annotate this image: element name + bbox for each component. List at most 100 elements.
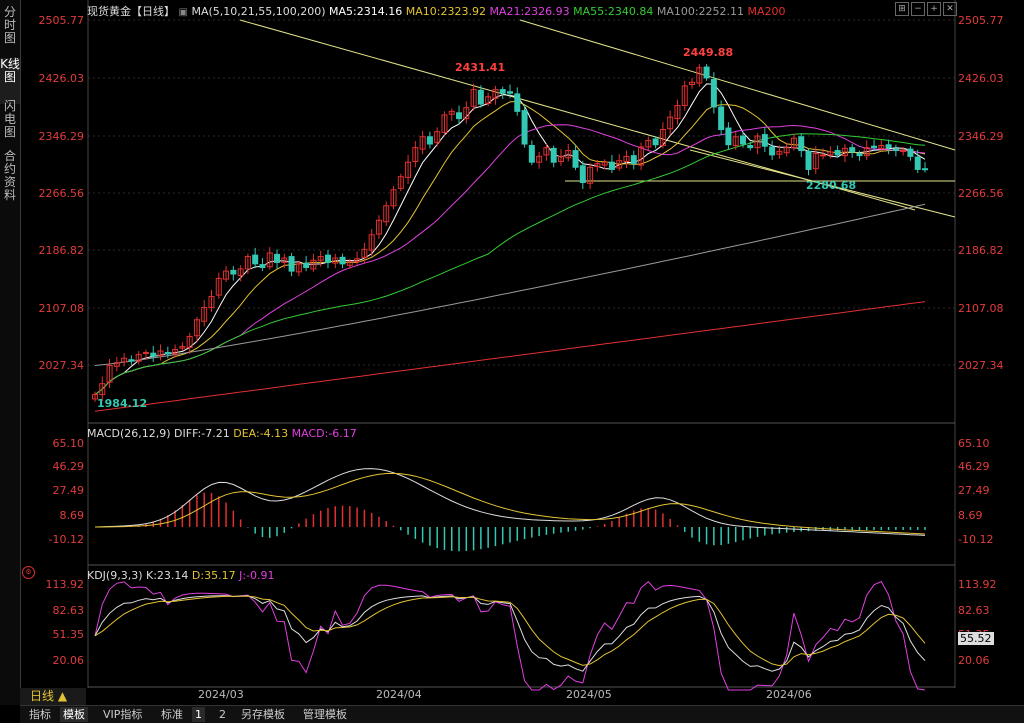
candle-body	[900, 150, 907, 153]
high-label-1: 2431.41	[455, 61, 506, 74]
tab-timeshare[interactable]: 分时图	[3, 5, 16, 45]
candle-body	[128, 359, 135, 362]
candle-body	[878, 144, 885, 149]
price-tick-r-3: 2266.56	[958, 187, 1004, 200]
tab-contract-info[interactable]: 合约资料	[3, 149, 16, 202]
candle-body	[317, 256, 324, 261]
candle-body	[630, 155, 637, 165]
candle-body	[761, 134, 768, 147]
kdj-tick-l-1: 82.63	[52, 604, 85, 617]
kdj-settings-icon[interactable]: ⚙	[22, 566, 35, 579]
ma-params: MA(5,10,21,55,100,200)	[191, 5, 326, 18]
price-tick-r-2: 2346.29	[958, 130, 1004, 143]
kdj-d: D:35.17	[191, 569, 236, 582]
tab-vip-indicators[interactable]: VIP指标	[103, 708, 143, 721]
candle-body	[215, 277, 222, 296]
candle-body	[135, 354, 142, 362]
candle-body	[747, 144, 754, 149]
candle-body	[383, 205, 390, 223]
tab-kline[interactable]: K线图	[0, 58, 20, 104]
candle-body	[579, 165, 586, 184]
candle-body	[638, 146, 645, 166]
macd-tick-l-0: 65.10	[52, 437, 85, 450]
candle-body	[113, 362, 120, 367]
candle-body	[230, 269, 237, 275]
candle-body	[710, 78, 717, 108]
candle-body	[645, 139, 652, 148]
candle-body	[164, 351, 171, 355]
kdj-marker: 55.52	[958, 632, 994, 645]
candle-body	[572, 150, 579, 168]
candle-body	[477, 89, 484, 105]
bottom-toolbar: 指标 模板 VIP指标 标准 1 2 另存模板 管理模板	[20, 705, 1024, 723]
toolbar-icon-4[interactable]: ✕	[943, 2, 957, 16]
candle-body	[368, 234, 375, 251]
candle-body	[565, 150, 572, 159]
candle-body	[790, 137, 797, 149]
tab-page-2[interactable]: 2	[219, 708, 226, 721]
candle-body	[608, 161, 615, 170]
kdj-tick-l-3: 20.06	[52, 654, 85, 667]
candle-body	[732, 136, 739, 146]
macd-tick-r-3: 8.69	[958, 509, 983, 522]
ma-label-0: MA5:2314.16	[329, 5, 406, 18]
tab-indicators[interactable]: 指标	[29, 708, 51, 721]
price-tick-l-6: 2027.34	[38, 359, 85, 372]
macd-legend: MACD(26,12,9) DIFF:-7.21 DEA:-4.13 MACD:…	[87, 427, 357, 440]
candle-body	[419, 136, 426, 150]
candle-body	[856, 152, 863, 157]
candle-body	[397, 176, 404, 189]
x-label-may: 2024/05	[566, 688, 612, 701]
chart-title: 现货黄金【日线】	[87, 5, 175, 18]
candle-body	[543, 147, 550, 156]
price-tick-r-4: 2186.82	[958, 244, 1004, 257]
candle-body	[157, 350, 164, 356]
candle-body	[907, 148, 914, 157]
tab-flash[interactable]: 闪电图	[3, 99, 16, 139]
chart-area[interactable]	[20, 0, 1024, 705]
candle-body	[863, 147, 870, 157]
candle-body	[827, 151, 834, 156]
candle-body	[849, 147, 856, 153]
candle-body	[259, 264, 266, 268]
kdj-tick-l-0: 113.92	[45, 578, 85, 591]
candle-body	[922, 168, 928, 171]
kdj-tick-r-0: 113.92	[958, 578, 997, 591]
price-tick-r-6: 2027.34	[958, 359, 1004, 372]
low-label-1: 2280.68	[806, 179, 857, 192]
manage-template-button[interactable]: 管理模板	[303, 708, 347, 721]
candle-body	[623, 155, 630, 162]
tab-standard[interactable]: 标准	[161, 708, 183, 721]
price-tick-l-2: 2346.29	[38, 130, 85, 143]
candle-body	[652, 138, 659, 146]
price-tick-l-1: 2426.03	[38, 72, 85, 85]
candle-body	[150, 352, 157, 357]
candle-body	[193, 319, 200, 337]
candle-body	[659, 128, 666, 146]
toolbar-icon-2[interactable]: −	[911, 2, 925, 16]
kdj-tick-l-2: 51.35	[52, 628, 85, 641]
tab-templates[interactable]: 模板	[60, 707, 88, 722]
price-tick-r-0: 2505.77	[958, 14, 1004, 27]
candle-body	[106, 365, 113, 383]
period-selector[interactable]: 日线 ▲	[20, 688, 86, 705]
candle-body	[354, 258, 361, 263]
ma-label-3: MA55:2340.84	[573, 5, 657, 18]
candle-body	[871, 145, 878, 149]
candle-body	[448, 110, 455, 115]
candle-body	[507, 91, 513, 94]
toolbar-icon-1[interactable]: ⊞	[895, 2, 909, 16]
candle-body	[208, 296, 215, 308]
candle-body	[405, 161, 412, 178]
toolbar-icon-3[interactable]: +	[927, 2, 941, 16]
tab-page-1[interactable]: 1	[192, 707, 205, 722]
save-template-button[interactable]: 另存模板	[241, 708, 285, 721]
macd-tick-l-2: 27.49	[52, 484, 85, 497]
macd-dea: DEA:-4.13	[233, 427, 289, 440]
candle-body	[303, 262, 310, 268]
trendline-upper-2	[519, 19, 956, 151]
candle-body	[339, 256, 346, 265]
kdj-tick-r-1: 82.63	[958, 604, 990, 617]
candle-body	[739, 135, 746, 145]
candle-body	[820, 154, 827, 157]
